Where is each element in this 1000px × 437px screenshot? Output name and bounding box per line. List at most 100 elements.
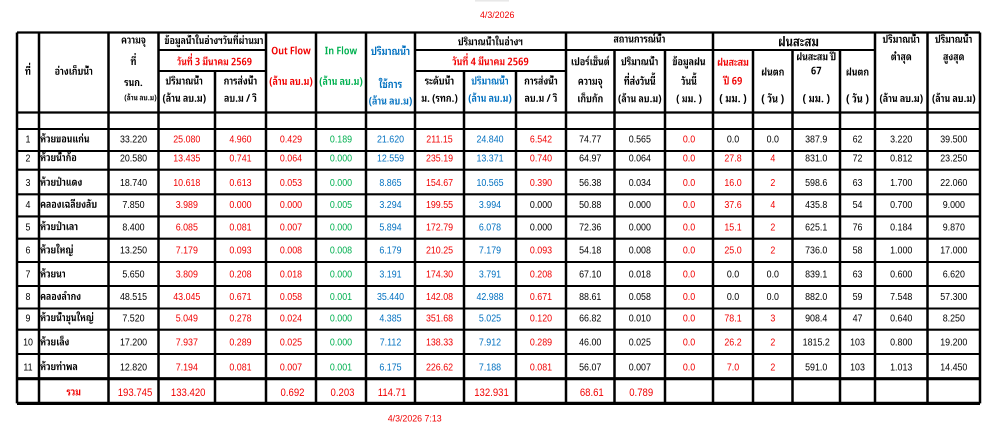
svg-text:50.88: 50.88 — [579, 200, 601, 212]
svg-text:12.559: 12.559 — [377, 153, 404, 165]
svg-text:16.0: 16.0 — [724, 177, 741, 189]
svg-text:10.565: 10.565 — [476, 177, 503, 189]
svg-text:1.000: 1.000 — [890, 245, 912, 257]
svg-text:0.034: 0.034 — [629, 177, 652, 189]
svg-text:6.179: 6.179 — [379, 245, 401, 257]
svg-text:0.741: 0.741 — [229, 153, 251, 165]
svg-text:0.053: 0.053 — [280, 177, 302, 189]
svg-text:3.294: 3.294 — [379, 200, 402, 212]
svg-text:1.700: 1.700 — [890, 177, 912, 189]
svg-text:13.371: 13.371 — [476, 153, 503, 165]
svg-text:0.0: 0.0 — [767, 134, 779, 146]
svg-text:199.55: 199.55 — [426, 200, 453, 212]
svg-text:8.400: 8.400 — [122, 222, 144, 234]
svg-text:67.10: 67.10 — [579, 269, 601, 281]
svg-text:0.093: 0.093 — [530, 245, 552, 257]
svg-text:66.82: 66.82 — [579, 313, 601, 325]
svg-text:0.208: 0.208 — [530, 269, 552, 281]
svg-text:42.988: 42.988 — [476, 292, 503, 304]
svg-text:1815.2: 1815.2 — [803, 337, 830, 349]
svg-text:154.67: 154.67 — [426, 177, 453, 189]
svg-text:0.081: 0.081 — [229, 222, 251, 234]
svg-text:7.179: 7.179 — [479, 245, 501, 257]
svg-text:74.77: 74.77 — [579, 134, 601, 146]
svg-text:0.120: 0.120 — [530, 313, 552, 325]
svg-text:0.008: 0.008 — [629, 245, 651, 257]
svg-text:0.565: 0.565 — [629, 134, 651, 146]
svg-text:4/3/2026: 4/3/2026 — [480, 10, 514, 20]
svg-text:12.820: 12.820 — [120, 362, 147, 374]
svg-text:0.024: 0.024 — [280, 313, 303, 325]
svg-text:4: 4 — [26, 200, 32, 212]
svg-text:0.600: 0.600 — [890, 269, 912, 281]
svg-text:59: 59 — [853, 292, 863, 304]
svg-text:8.250: 8.250 — [943, 313, 965, 325]
svg-text:839.1: 839.1 — [805, 269, 827, 281]
svg-text:5.650: 5.650 — [122, 269, 144, 281]
svg-text:9.870: 9.870 — [943, 222, 965, 234]
svg-text:0.058: 0.058 — [280, 292, 302, 304]
svg-text:0.0: 0.0 — [683, 269, 695, 281]
svg-text:0.058: 0.058 — [629, 292, 651, 304]
svg-text:2: 2 — [770, 177, 775, 189]
svg-text:62: 62 — [853, 134, 863, 146]
svg-text:0.0: 0.0 — [683, 337, 695, 349]
svg-text:0.189: 0.189 — [330, 134, 352, 146]
svg-text:5.049: 5.049 — [176, 313, 198, 325]
svg-text:7.112: 7.112 — [380, 337, 402, 349]
svg-text:9.000: 9.000 — [943, 200, 965, 212]
svg-text:0.007: 0.007 — [280, 362, 302, 374]
svg-text:0.812: 0.812 — [890, 153, 912, 165]
svg-text:0.0: 0.0 — [683, 292, 695, 304]
svg-text:831.0: 831.0 — [805, 153, 827, 165]
svg-text:3.809: 3.809 — [176, 269, 198, 281]
svg-text:7.179: 7.179 — [176, 245, 198, 257]
svg-text:0.025: 0.025 — [280, 337, 302, 349]
svg-text:64.97: 64.97 — [579, 153, 601, 165]
svg-text:0.000: 0.000 — [530, 222, 552, 234]
svg-text:1.013: 1.013 — [890, 362, 912, 374]
svg-text:3.994: 3.994 — [479, 200, 502, 212]
svg-text:0.000: 0.000 — [330, 269, 352, 281]
svg-text:2: 2 — [26, 153, 31, 165]
svg-text:4.385: 4.385 — [379, 313, 401, 325]
svg-text:63: 63 — [853, 177, 863, 189]
svg-text:13.250: 13.250 — [120, 245, 147, 257]
svg-text:56.38: 56.38 — [579, 177, 601, 189]
svg-text:5.894: 5.894 — [379, 222, 402, 234]
svg-text:235.19: 235.19 — [426, 153, 453, 165]
svg-text:7.850: 7.850 — [122, 200, 144, 212]
svg-text:0.064: 0.064 — [629, 153, 652, 165]
svg-text:6.175: 6.175 — [379, 362, 401, 374]
svg-text:0.429: 0.429 — [280, 134, 302, 146]
svg-text:351.68: 351.68 — [426, 313, 453, 325]
svg-text:4/3/2026 7:13: 4/3/2026 7:13 — [388, 413, 442, 423]
svg-text:103: 103 — [850, 362, 865, 374]
svg-text:0.018: 0.018 — [280, 269, 302, 281]
svg-text:0.0: 0.0 — [727, 134, 739, 146]
svg-text:2: 2 — [770, 337, 775, 349]
svg-text:18.740: 18.740 — [120, 177, 147, 189]
svg-text:0.613: 0.613 — [229, 177, 251, 189]
svg-text:39.500: 39.500 — [940, 134, 967, 146]
svg-text:0.081: 0.081 — [530, 362, 552, 374]
svg-text:7.937: 7.937 — [176, 337, 198, 349]
svg-text:19.200: 19.200 — [940, 337, 967, 349]
svg-text:2: 2 — [770, 362, 775, 374]
svg-text:0.007: 0.007 — [280, 222, 302, 234]
svg-text:17.000: 17.000 — [940, 245, 967, 257]
svg-text:0.001: 0.001 — [330, 362, 352, 374]
svg-text:33.220: 33.220 — [120, 134, 147, 146]
svg-text:7.912: 7.912 — [479, 337, 501, 349]
svg-text:25.080: 25.080 — [173, 134, 200, 146]
svg-text:0.007: 0.007 — [629, 362, 651, 374]
svg-text:0.0: 0.0 — [683, 222, 695, 234]
svg-text:23.250: 23.250 — [940, 153, 967, 165]
svg-text:0.001: 0.001 — [330, 292, 352, 304]
svg-text:0.289: 0.289 — [229, 337, 251, 349]
svg-text:103: 103 — [850, 337, 865, 349]
svg-text:625.1: 625.1 — [805, 222, 827, 234]
svg-text:138.33: 138.33 — [426, 337, 453, 349]
svg-text:3: 3 — [26, 177, 31, 189]
svg-text:0.0: 0.0 — [683, 362, 695, 374]
